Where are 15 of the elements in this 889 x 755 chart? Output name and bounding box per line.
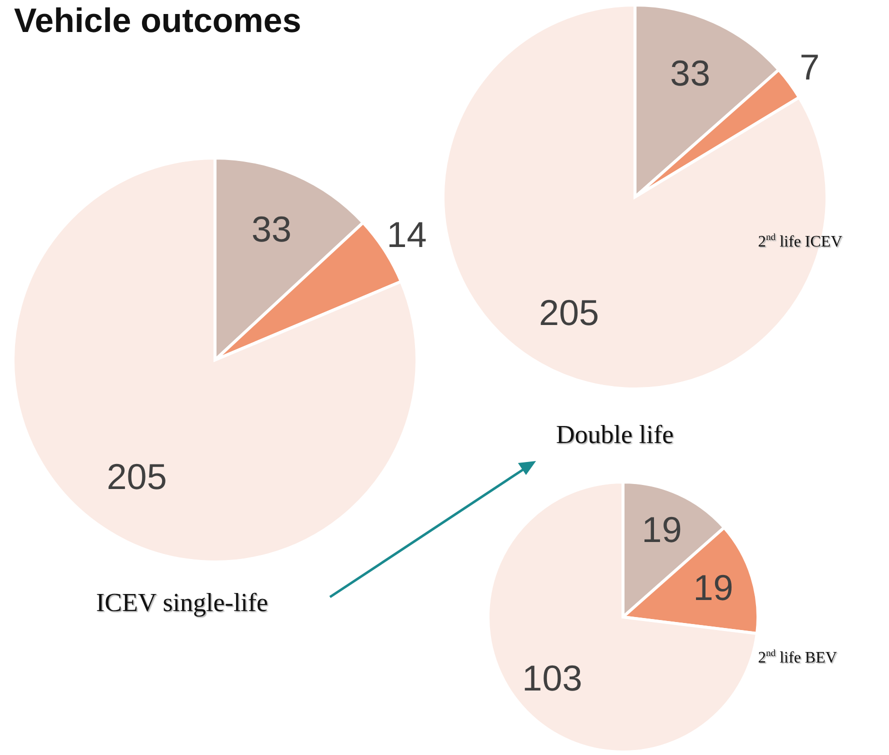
data-label: 14 — [386, 214, 427, 256]
data-label: 19 — [642, 508, 682, 550]
text: Double life — [556, 420, 674, 450]
chart-title: Vehicle outcomes — [14, 2, 302, 41]
text: 2$^{nd}$ life BEV — [758, 648, 837, 668]
pie-slice — [486, 480, 758, 754]
data-label: 103 — [522, 658, 582, 699]
text: 2$^{nd}$ life ICEV — [758, 232, 842, 252]
data-label: 7 — [800, 46, 820, 88]
data-label: 205 — [539, 292, 600, 334]
text: ICEV single-life — [96, 588, 268, 618]
data-label: 33 — [252, 208, 292, 250]
data-label: 19 — [693, 567, 734, 608]
data-label: 33 — [670, 52, 710, 94]
data-label: 205 — [106, 456, 167, 497]
